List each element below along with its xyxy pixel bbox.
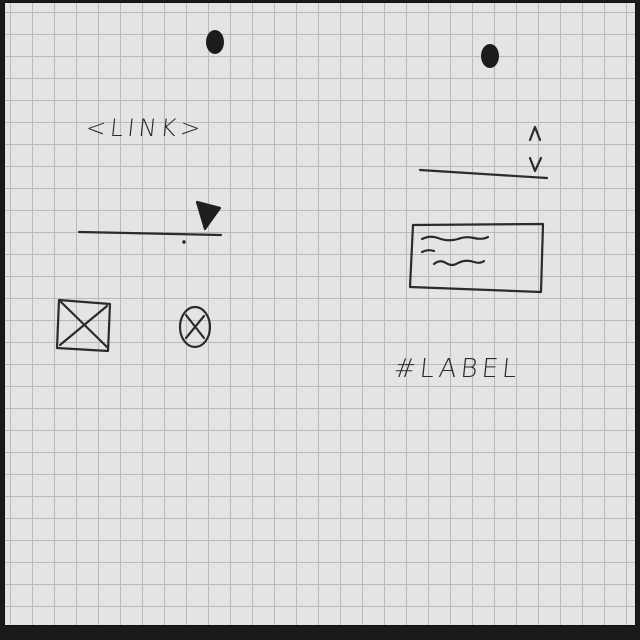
triangle-down-icon[interactable] <box>195 200 222 231</box>
radio-circle <box>178 305 212 349</box>
label: #LABEL <box>392 354 523 384</box>
up-arrow-icon[interactable] <box>528 125 542 142</box>
dropdown-underline <box>77 230 223 237</box>
radio-button[interactable] <box>178 305 212 349</box>
checkbox[interactable] <box>55 298 112 353</box>
stepper-underline <box>418 168 549 180</box>
dropdown-ink-dot <box>182 240 186 244</box>
sketch-drawing <box>55 125 549 353</box>
punch-hole-right <box>481 44 499 68</box>
punch-hole-left <box>206 30 224 54</box>
text-area-line-2 <box>420 249 436 254</box>
dropdown[interactable] <box>77 200 223 244</box>
checkbox-box <box>55 298 112 353</box>
text-area-line-1 <box>420 235 490 242</box>
link[interactable]: <LINK> <box>84 114 206 142</box>
checkbox-x-line-2 <box>58 304 109 347</box>
number-stepper[interactable] <box>418 125 549 180</box>
down-arrow-icon[interactable] <box>528 156 543 173</box>
text-area[interactable] <box>408 222 545 294</box>
text-area-box <box>408 222 545 294</box>
paper-sheet: <LINK> #LABEL <box>4 2 636 626</box>
radio-x-line-2 <box>184 314 206 340</box>
text-area-line-3 <box>432 259 486 267</box>
